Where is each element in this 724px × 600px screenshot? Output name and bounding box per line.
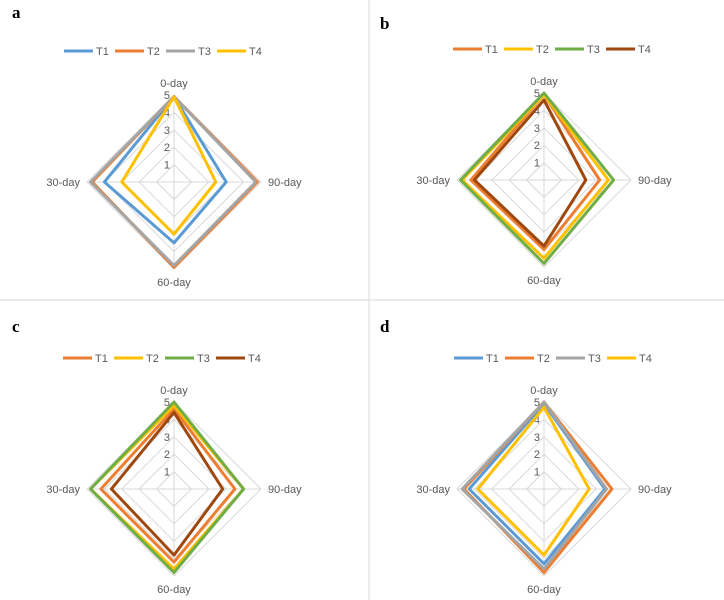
radar-panel-d: d 1 2 3 4 50-day 90-day 60-day 30-day T1 T2 T3 T4 — [380, 317, 672, 596]
legend-label: T1 — [486, 353, 499, 365]
tick-label: 4 — [164, 107, 170, 119]
legend-label: T4 — [249, 46, 262, 58]
tick-label: 3 — [534, 123, 540, 135]
axis-label-0-day: 0-day — [530, 385, 558, 397]
legend-label: T3 — [197, 353, 210, 365]
tick-label: 4 — [534, 414, 540, 426]
legend-label: T2 — [536, 44, 549, 56]
legend-label: T1 — [485, 44, 498, 56]
tick-label: 4 — [534, 105, 540, 117]
radar-panel-a: a 1 2 3 4 50-day 90-day 60-day 30-day T1 T2 T3 T4 — [12, 3, 302, 289]
tick-label: 5 — [534, 397, 540, 409]
panel-letter: d — [380, 317, 390, 336]
series-polygon-t4 — [476, 405, 591, 557]
axis-label-90-day: 90-day — [268, 484, 302, 496]
axis-label-0-day: 0-day — [160, 385, 188, 397]
tick-label: 3 — [164, 125, 170, 137]
tick-label: 3 — [534, 432, 540, 444]
tick-label: 5 — [164, 397, 170, 409]
axis-label-90-day: 90-day — [268, 177, 302, 189]
axis-label-60-day: 60-day — [527, 584, 561, 596]
axis-label-60-day: 60-day — [157, 277, 191, 289]
panel-letter: c — [12, 317, 20, 336]
legend-label: T4 — [639, 353, 652, 365]
axis-label-90-day: 90-day — [638, 484, 672, 496]
tick-label: 2 — [534, 140, 540, 152]
tick-label: 5 — [534, 88, 540, 100]
series-polygon-t1 — [102, 95, 228, 245]
series-polygon-t1 — [469, 93, 602, 252]
panel-letter: b — [380, 14, 389, 33]
legend-label: T2 — [146, 353, 159, 365]
radar-panel-b: b 1 2 3 4 50-day 90-day 60-day 30-day T1 T2 T3 T4 — [380, 14, 672, 287]
legend-label: T3 — [587, 44, 600, 56]
axis-label-30-day: 30-day — [46, 484, 80, 496]
axis-label-0-day: 0-day — [160, 78, 188, 90]
series-polygon-t3 — [460, 400, 609, 571]
legend-label: T3 — [198, 46, 211, 58]
series-polygon-t3 — [89, 95, 258, 267]
series-polygon-t1 — [99, 407, 237, 564]
panel-letter: a — [12, 3, 21, 22]
tick-label: 2 — [164, 142, 170, 154]
tick-label: 1 — [164, 467, 170, 479]
legend-label: T4 — [248, 353, 261, 365]
tick-label: 2 — [164, 449, 170, 461]
legend-label: T2 — [147, 46, 160, 58]
legend-label: T3 — [588, 353, 601, 365]
axis-label-60-day: 60-day — [157, 584, 191, 596]
series-polygon-t3 — [459, 91, 616, 265]
series-polygon-t1 — [467, 402, 607, 566]
tick-label: 1 — [534, 158, 540, 170]
tick-label: 2 — [534, 449, 540, 461]
series-polygon-t4 — [472, 98, 588, 248]
series-polygon-t4 — [109, 410, 225, 557]
axis-label-30-day: 30-day — [46, 177, 80, 189]
axis-label-60-day: 60-day — [527, 275, 561, 287]
axis-label-90-day: 90-day — [638, 175, 672, 187]
legend-label: T4 — [638, 44, 651, 56]
tick-label: 1 — [534, 467, 540, 479]
axis-label-30-day: 30-day — [416, 175, 450, 187]
legend-label: T2 — [537, 353, 550, 365]
tick-label: 3 — [164, 432, 170, 444]
legend-label: T1 — [96, 46, 109, 58]
series-polygon-t3 — [89, 400, 246, 574]
axis-label-30-day: 30-day — [416, 484, 450, 496]
axis-label-0-day: 0-day — [530, 76, 558, 88]
legend-label: T1 — [95, 353, 108, 365]
tick-label: 1 — [164, 160, 170, 172]
tick-label: 5 — [164, 90, 170, 102]
series-polygon-t4 — [120, 95, 218, 236]
